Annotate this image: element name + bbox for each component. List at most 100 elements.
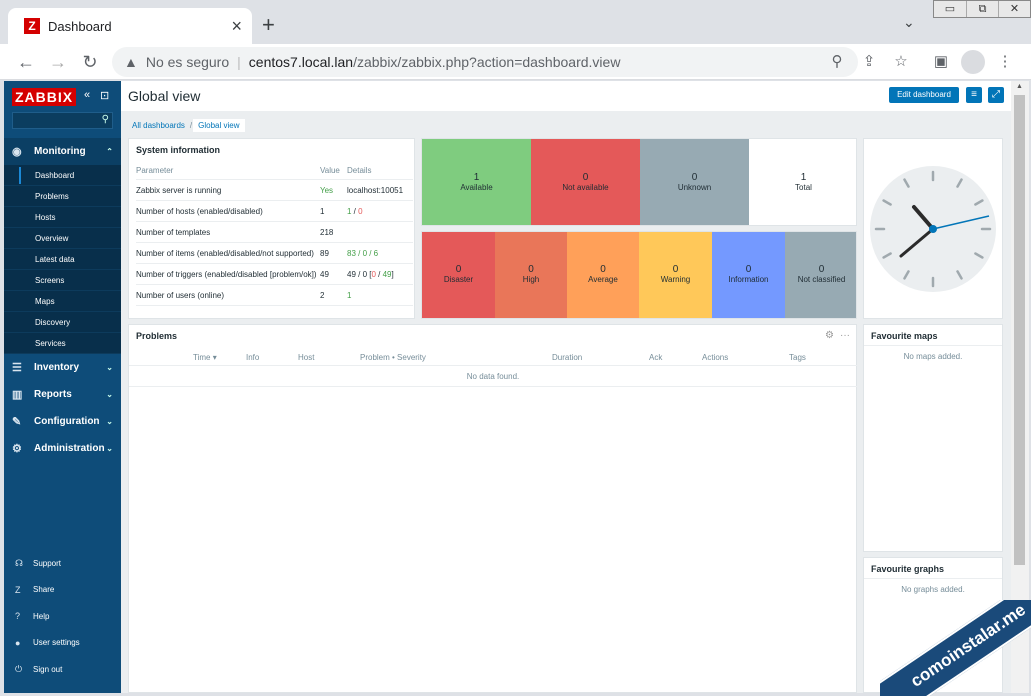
menu-administration[interactable]: ⚙ Administration ⌄: [4, 435, 121, 462]
availability-not-available[interactable]: 0 Not available: [531, 139, 640, 225]
zabbix-logo[interactable]: ZABBIX: [12, 88, 77, 106]
url-host: centos7.local.lan: [248, 54, 354, 70]
table-header: Parameter Value Details: [136, 161, 413, 180]
page-scrollbar[interactable]: ▲: [1011, 81, 1029, 693]
sign-out-label: Sign out: [33, 664, 63, 674]
column-header-actions: Actions: [702, 353, 729, 362]
column-header-time[interactable]: Time ▾: [193, 353, 217, 362]
availability-available[interactable]: 1 Available: [422, 139, 531, 225]
security-status[interactable]: No es seguro: [145, 54, 230, 70]
omnibox-divider: |: [237, 54, 241, 70]
profile-avatar-icon[interactable]: [961, 50, 985, 74]
minimize-button[interactable]: ▭: [944, 3, 956, 15]
side-panel-icon[interactable]: ▣: [933, 53, 949, 70]
share-icon[interactable]: ⇪: [862, 53, 876, 70]
widget-menu-icon[interactable]: ···: [840, 330, 850, 341]
list-icon: ☰: [12, 362, 22, 374]
details-cell: 1 / 0: [347, 207, 413, 216]
zoom-icon[interactable]: ⚲: [831, 53, 843, 70]
chevron-down-icon: ⌄: [106, 390, 113, 399]
gear-box-icon: ⚙: [12, 443, 22, 455]
favourite-maps-widget: Favourite maps No maps added.: [863, 324, 1003, 552]
search-icon[interactable]: ⚲: [101, 114, 109, 125]
availability-count: 1: [473, 172, 480, 183]
browser-tab[interactable]: Z Dashboard ×: [8, 8, 252, 44]
help-link[interactable]: ? Help: [4, 603, 121, 630]
severity-information[interactable]: 0 Information: [712, 232, 785, 318]
value-cell: 2: [320, 290, 325, 300]
sidebar-search-input[interactable]: ⚲: [12, 112, 113, 129]
submenu-item-problems[interactable]: Problems: [4, 186, 121, 207]
submenu-item-discovery[interactable]: Discovery: [4, 312, 121, 333]
severity-average[interactable]: 0 Average: [567, 232, 639, 318]
tab-close-icon[interactable]: ×: [231, 15, 242, 36]
kiosk-mode-icon[interactable]: ⊡: [100, 90, 110, 102]
close-window-button[interactable]: ✕: [998, 1, 1030, 17]
system-info-table: Parameter Value Details Zabbix server is…: [136, 161, 413, 306]
address-bar[interactable]: ▲ No es seguro | centos7.local.lan /zabb…: [112, 47, 858, 77]
severity-count: 0: [455, 264, 462, 275]
power-icon: ⏻: [15, 663, 23, 674]
support-link[interactable]: ☊ Support: [4, 550, 121, 577]
sign-out-link[interactable]: ⏻ Sign out: [4, 656, 121, 683]
fullscreen-icon[interactable]: ⤢: [988, 87, 1004, 103]
availability-label: Total: [795, 183, 812, 192]
chevron-down-icon: ⌄: [106, 444, 113, 453]
availability-unknown[interactable]: 0 Unknown: [640, 139, 749, 225]
zabbix-favicon-icon: Z: [24, 18, 40, 34]
submenu-item-latest-data[interactable]: Latest data: [4, 249, 121, 270]
availability-label: Unknown: [677, 183, 712, 192]
severity-high[interactable]: 0 High: [495, 232, 567, 318]
submenu-item-overview[interactable]: Overview: [4, 228, 121, 249]
sidebar-bottom-menu: ☊ Support Z Share ? Help ● User settings…: [4, 550, 121, 683]
details-part: 49 / 0 [: [347, 269, 372, 279]
back-button[interactable]: ←: [17, 52, 35, 72]
zabbix-sidebar: ZABBIX « ⊡ ⚲ ◉ Monitoring ⌃ Dashboard Pr…: [4, 81, 121, 693]
breadcrumb-global-view[interactable]: Global view: [193, 118, 245, 132]
host-availability-widget: 1 Available 0 Not available 0 Unknown 1 …: [421, 138, 857, 226]
new-tab-button[interactable]: +: [262, 12, 275, 37]
breadcrumb-all-dashboards[interactable]: All dashboards: [132, 120, 185, 130]
menu-configuration[interactable]: ✎ Configuration ⌄: [4, 408, 121, 435]
menu-reports[interactable]: ▥ Reports ⌄: [4, 381, 121, 408]
submenu-item-maps[interactable]: Maps: [4, 291, 121, 312]
submenu-item-hosts[interactable]: Hosts: [4, 207, 121, 228]
severity-not-classified[interactable]: 0 Not classified: [785, 232, 856, 318]
menu-monitoring[interactable]: ◉ Monitoring ⌃: [4, 138, 121, 165]
value-cell: Yes: [320, 185, 334, 195]
menu-inventory[interactable]: ☰ Inventory ⌄: [4, 354, 121, 381]
user-settings-link[interactable]: ● User settings: [4, 630, 121, 657]
severity-warning[interactable]: 0 Warning: [639, 232, 712, 318]
window-controls: ▭ ⧉ ✕: [933, 0, 1031, 18]
availability-total[interactable]: 1 Total: [749, 139, 856, 225]
clock-widget: [863, 138, 1003, 319]
collapse-sidebar-icon[interactable]: «: [84, 89, 91, 101]
dashboard-actions-icon[interactable]: ≡: [966, 87, 982, 103]
param-cell: Number of triggers (enabled/disabled [pr…: [136, 269, 317, 279]
scrollbar-thumb[interactable]: [1014, 95, 1025, 565]
submenu-item-dashboard[interactable]: Dashboard: [4, 165, 121, 186]
severity-label: Disaster: [443, 275, 474, 284]
availability-label: Not available: [562, 183, 609, 192]
submenu-item-screens[interactable]: Screens: [4, 270, 121, 291]
browser-menu-icon[interactable]: ⋮: [997, 53, 1013, 70]
tab-search-button[interactable]: ⌄: [903, 14, 915, 30]
no-graphs-message: No graphs added.: [901, 585, 965, 594]
submenu-item-services[interactable]: Services: [4, 333, 121, 354]
availability-count: 0: [582, 172, 589, 183]
table-row: Number of items (enabled/disabled/not su…: [136, 243, 413, 264]
problems-table-header: Time ▾ Info Host Problem • Severity Dura…: [129, 347, 857, 366]
scroll-up-icon[interactable]: ▲: [1016, 83, 1023, 90]
reload-button[interactable]: ↻: [82, 52, 98, 72]
widget-settings-icon[interactable]: ⚙: [825, 330, 834, 341]
edit-dashboard-button[interactable]: Edit dashboard: [889, 87, 959, 103]
severity-disaster[interactable]: 0 Disaster: [422, 232, 495, 318]
share-link[interactable]: Z Share: [4, 577, 121, 604]
maximize-button[interactable]: ⧉: [966, 1, 998, 17]
forward-button[interactable]: →: [49, 52, 67, 72]
bookmark-star-icon[interactable]: ☆: [894, 53, 908, 70]
severity-count: 0: [745, 264, 752, 275]
breadcrumb: All dashboards / Global view: [128, 118, 245, 132]
details-ok: 49: [382, 269, 392, 279]
chevron-down-icon: ⌄: [106, 417, 113, 426]
